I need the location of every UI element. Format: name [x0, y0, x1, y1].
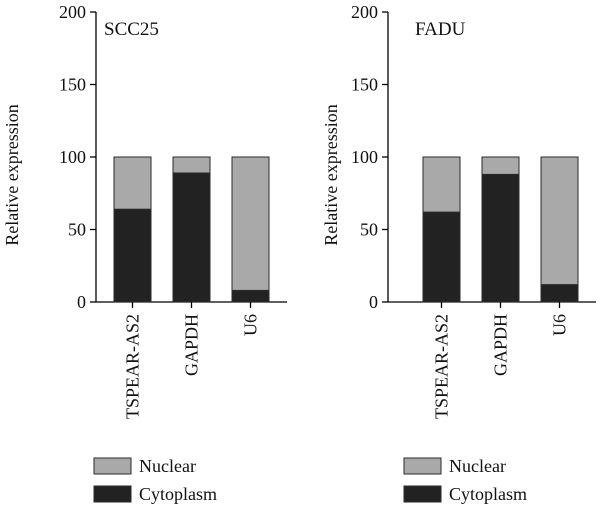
chart-panel-scc25: 0 50 100 150 200 Relative expression SCC25 TSPE… — [2, 2, 287, 504]
panel-title: SCC25 — [104, 19, 159, 40]
y-tick-label: 0 — [369, 292, 378, 312]
bar-cytoplasm-gapdh — [481, 173, 520, 303]
bar-cytoplasm-tspear-as2 — [422, 211, 461, 303]
legend-label-nuclear: Nuclear — [139, 456, 196, 476]
legend-swatch-cytoplasm — [403, 485, 442, 503]
legend-swatch-cytoplasm — [93, 485, 132, 503]
legend-label-cytoplasm: Cytoplasm — [449, 484, 527, 504]
bar-nuclear-tspear-as2 — [422, 156, 461, 213]
x-tick-label: TSPEAR-AS2 — [123, 314, 143, 419]
bar-nuclear-tspear-as2 — [113, 156, 152, 210]
chart-panel-fadu: 0 50 100 150 200 Relative expression FADU TSPEA… — [321, 2, 596, 504]
bar-nuclear-u6 — [540, 156, 579, 286]
bar-nuclear-gapdh — [172, 156, 211, 174]
y-tick-label: 50 — [68, 220, 86, 240]
legend-swatch-nuclear — [93, 457, 132, 475]
x-tick-label: U6 — [550, 314, 570, 336]
bar-cytoplasm-u6 — [231, 289, 270, 303]
y-tick-label: 100 — [351, 147, 378, 167]
legend-label-cytoplasm: Cytoplasm — [139, 484, 217, 504]
x-tick-label: GAPDH — [491, 314, 511, 376]
bar-nuclear-u6 — [231, 156, 270, 291]
panel-title: FADU — [415, 19, 466, 40]
bar-cytoplasm-gapdh — [172, 172, 211, 303]
bar-cytoplasm-u6 — [540, 284, 579, 303]
y-tick-label: 50 — [360, 220, 378, 240]
y-tick-label: 200 — [59, 2, 86, 22]
bar-nuclear-gapdh — [481, 156, 520, 175]
y-tick-label: 150 — [351, 75, 378, 95]
y-tick-label: 100 — [59, 147, 86, 167]
x-tick-label: GAPDH — [182, 314, 202, 376]
bar-cytoplasm-tspear-as2 — [113, 208, 152, 303]
y-axis-title: Relative expression — [2, 104, 22, 245]
x-tick-label: U6 — [241, 314, 261, 336]
x-tick-label: TSPEAR-AS2 — [432, 314, 452, 419]
legend-swatch-nuclear — [403, 457, 442, 475]
y-tick-label: 200 — [351, 2, 378, 22]
y-axis-title: Relative expression — [321, 104, 341, 245]
y-tick-label: 150 — [59, 75, 86, 95]
legend-label-nuclear: Nuclear — [449, 456, 506, 476]
y-tick-label: 0 — [77, 292, 86, 312]
